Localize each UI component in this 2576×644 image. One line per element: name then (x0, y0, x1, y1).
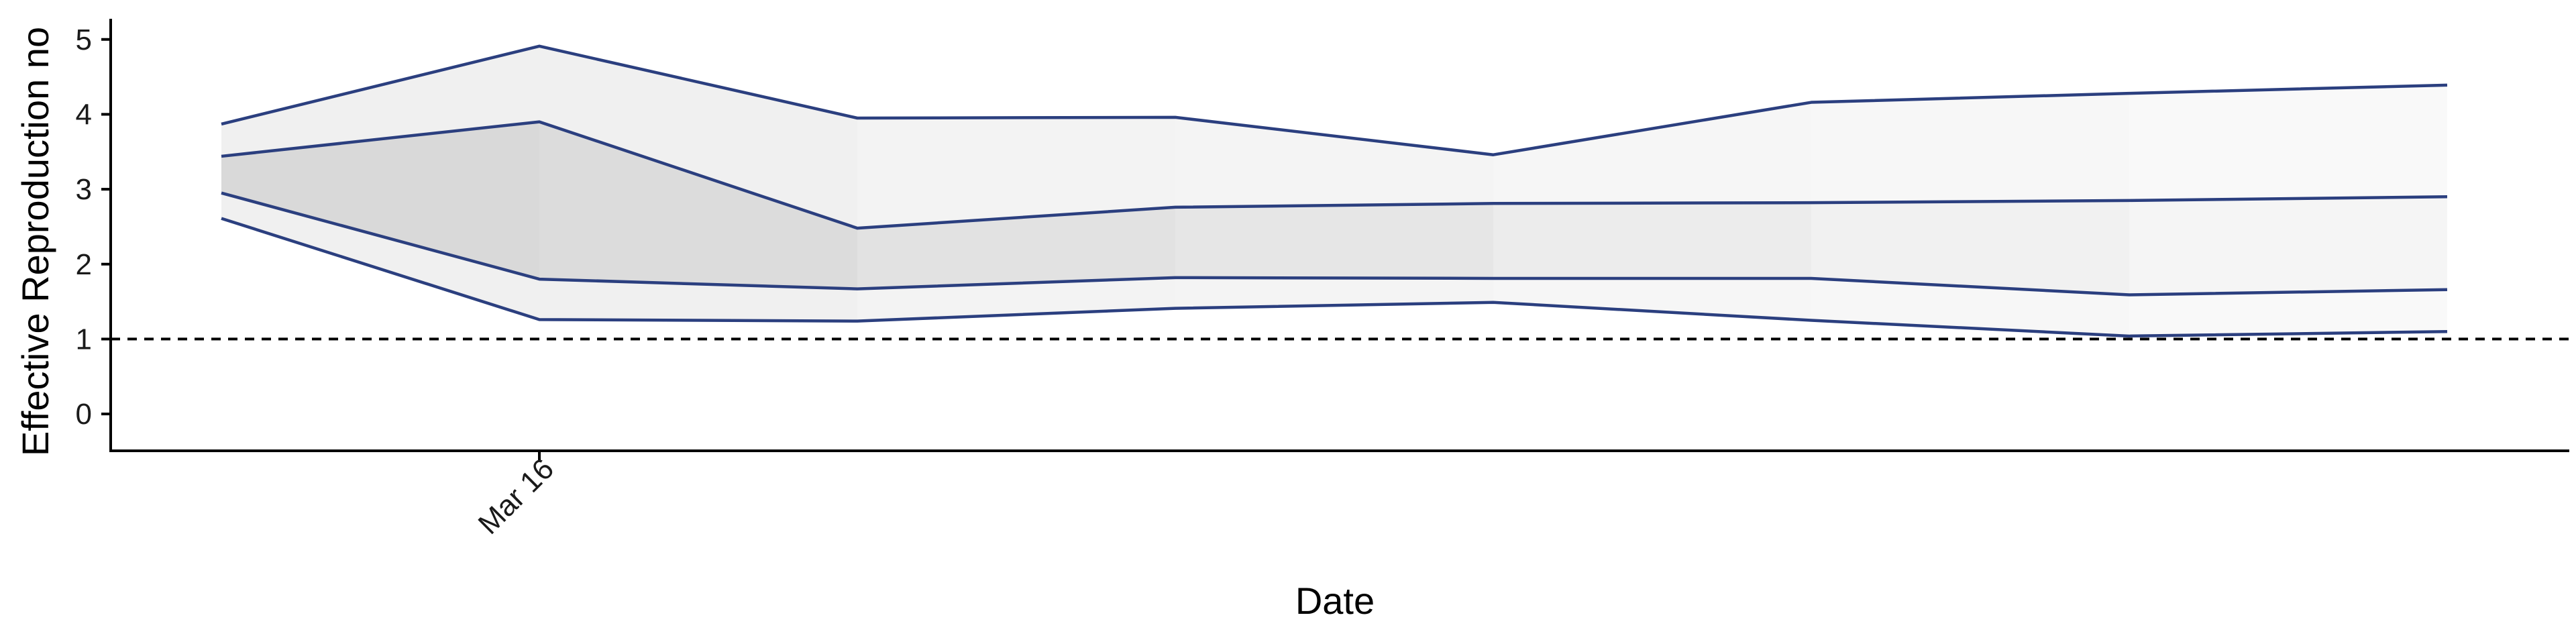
x-axis-title: Date (1295, 580, 1375, 622)
y-tick-label: 1 (76, 323, 92, 356)
inner-band-segment (1811, 200, 2129, 295)
y-axis-title: Effective Reproduction no (14, 27, 56, 456)
inner-band-segment (1493, 203, 1811, 278)
y-tick-label: 2 (76, 248, 92, 281)
y-tick-label: 3 (76, 173, 92, 206)
credible-interval-bands (221, 46, 2447, 336)
inner-band-segment (1175, 203, 1493, 278)
inner-band-segment (2129, 197, 2447, 295)
x-axis-ticks: Mar 16 (472, 451, 560, 541)
series-line-upper-90 (221, 44, 2448, 156)
inner-band-segment (857, 207, 1175, 289)
x-tick-label: Mar 16 (472, 452, 560, 540)
inner-band-segment (221, 121, 539, 280)
inner-band-segment (539, 121, 857, 289)
series-line-lower-90 (221, 217, 2448, 338)
y-tick-label: 5 (76, 23, 92, 56)
y-axis-ticks: 0 1 2 3 4 5 (76, 23, 111, 431)
series-line-lower-50 (221, 191, 2448, 297)
y-tick-label: 0 (76, 398, 92, 431)
estimate-lines (221, 44, 2448, 338)
series-line-upper-50 (221, 120, 2448, 230)
y-tick-label: 4 (76, 98, 92, 131)
